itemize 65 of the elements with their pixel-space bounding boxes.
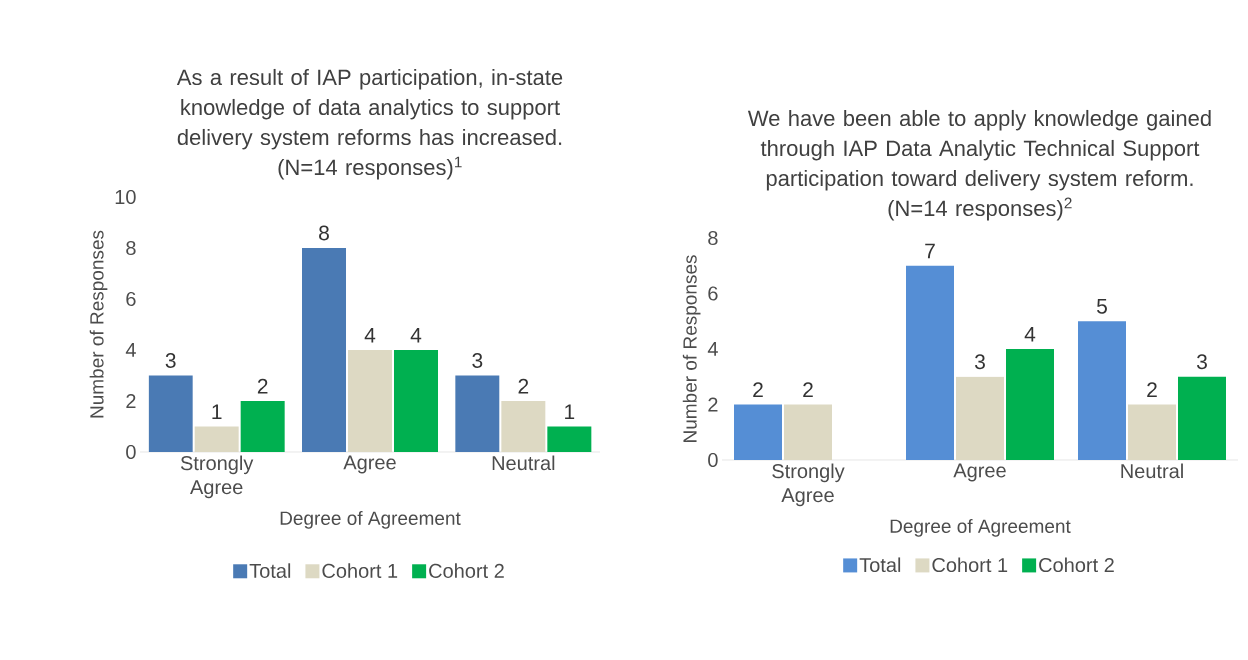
legend-label: Total <box>249 563 291 578</box>
bar <box>1006 348 1054 460</box>
chart-title: As a result of IAP participation, in-state knowledge of data analytics to support delivery system reforms has increased. <box>176 68 563 150</box>
data-label: 1 <box>565 404 575 419</box>
bar <box>455 375 500 452</box>
y-tick-label: 8 <box>708 230 718 246</box>
data-label: 2 <box>518 378 529 394</box>
data-label: 7 <box>925 243 935 259</box>
y-tick-label: 0 <box>126 444 136 460</box>
data-label: 4 <box>410 328 422 343</box>
y-tick-label: 2 <box>708 397 718 412</box>
data-label: 3 <box>165 353 176 368</box>
legend-label: Cohort 2 <box>1039 557 1114 573</box>
y-axis-title: Number of Responses <box>89 230 108 418</box>
bar <box>348 349 393 452</box>
bar <box>302 247 347 452</box>
chart-title: We have been able to apply knowledge gained through IAP Data Analytic Technical Support participation toward delivery system reform. <box>747 109 1211 191</box>
data-label: 2 <box>257 378 268 394</box>
legend-label: Cohort 1 <box>932 557 1008 573</box>
bar <box>906 265 954 460</box>
bar <box>734 404 782 460</box>
y-tick-label: 2 <box>126 394 136 408</box>
bar <box>784 404 833 460</box>
data-label: 2 <box>753 382 763 397</box>
chart-subtitle: (N=14 responses)$^{1}$ <box>278 156 462 180</box>
bar <box>1128 404 1176 460</box>
bar <box>148 375 193 452</box>
x-tick-label: Strongly Agree <box>180 455 254 499</box>
data-label: 8 <box>319 225 329 241</box>
bar <box>501 400 546 452</box>
x-tick-label: Neutral <box>492 455 555 471</box>
data-label: 5 <box>1097 299 1107 314</box>
chart-subtitle: (N=14 responses)$^{2}$ <box>888 197 1072 221</box>
x-axis-title: Degree of Agreement <box>280 511 461 529</box>
y-tick-label: 6 <box>708 286 718 301</box>
legend-label: Cohort 1 <box>322 563 398 578</box>
y-tick-label: 0 <box>708 452 718 468</box>
data-label: 1 <box>212 404 222 419</box>
data-label: 2 <box>803 382 813 397</box>
data-label: 3 <box>472 353 483 368</box>
x-tick-label: Strongly Agree <box>772 463 845 507</box>
y-tick-label: 8 <box>126 240 136 256</box>
bar <box>1178 376 1226 460</box>
data-label: 4 <box>1024 327 1036 342</box>
y-tick-label: 4 <box>125 343 136 357</box>
data-label: 2 <box>1147 382 1157 397</box>
x-tick-label: Neutral <box>1121 463 1183 479</box>
bar <box>240 400 285 452</box>
data-label: 3 <box>974 354 985 370</box>
bar <box>394 349 439 452</box>
bar <box>1078 321 1126 460</box>
x-axis-title: Degree of Agreement <box>890 519 1071 537</box>
data-label: 3 <box>1196 354 1207 370</box>
x-tick-label: Agree <box>953 463 1006 482</box>
y-tick-label: 4 <box>707 342 718 356</box>
bar <box>956 376 1004 460</box>
bar <box>547 426 592 452</box>
bar <box>194 426 239 452</box>
y-tick-label: 10 <box>115 189 136 205</box>
y-tick-label: 6 <box>126 291 136 307</box>
y-axis-title: Number of Responses <box>682 255 701 442</box>
data-label: 4 <box>364 328 376 343</box>
legend-label: Cohort 2 <box>429 563 504 578</box>
x-tick-label: Agree <box>343 455 396 474</box>
legend-label: Total <box>859 557 901 573</box>
